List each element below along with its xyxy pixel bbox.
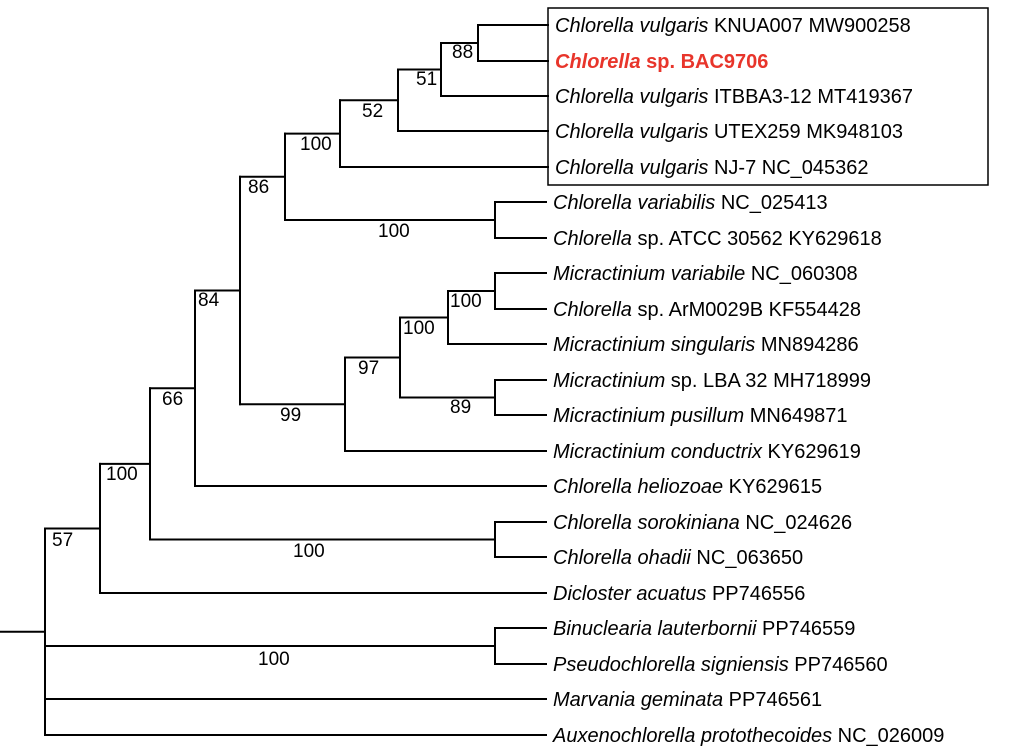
taxon-label: Chlorella heliozoae KY629615 (553, 476, 822, 498)
bootstrap-label: 100 (378, 221, 410, 242)
taxon-accession: MN894286 (755, 334, 858, 356)
taxon-name-italic: Marvania geminata (553, 689, 723, 711)
taxon-accession: PP746559 (756, 618, 855, 640)
taxon-accession: sp. ATCC 30562 KY629618 (632, 228, 882, 250)
taxon-name-italic: Micractinium (553, 370, 665, 392)
taxon-accession: KNUA007 MW900258 (708, 15, 910, 37)
taxon-accession: PP746561 (723, 689, 822, 711)
taxon-name-italic: Chlorella vulgaris (555, 157, 708, 179)
taxon-label: Chlorella sorokiniana NC_024626 (553, 512, 852, 534)
taxon-accession: ITBBA3-12 MT419367 (708, 86, 913, 108)
taxon-accession: PP746560 (789, 654, 888, 676)
taxon-label: Marvania geminata PP746561 (553, 689, 822, 711)
bootstrap-label: 88 (452, 42, 473, 63)
taxon-name-italic: Chlorella heliozoae (553, 476, 723, 498)
bootstrap-label: 100 (300, 134, 332, 155)
bootstrap-label: 57 (52, 530, 73, 551)
taxon-label: Pseudochlorella signiensis PP746560 (553, 654, 888, 676)
taxon-accession: PP746556 (706, 583, 805, 605)
taxon-name-italic: Micractinium singularis (553, 334, 755, 356)
bootstrap-label: 100 (258, 649, 290, 670)
taxon-name-italic: Micractinium conductrix (553, 441, 763, 463)
taxon-name-italic: Chlorella vulgaris (555, 121, 708, 143)
taxon-name-italic: Chlorella sorokiniana (553, 512, 740, 534)
bootstrap-label: 52 (362, 101, 383, 122)
bootstrap-label: 51 (416, 69, 437, 90)
bootstrap-label: 84 (198, 290, 220, 311)
taxon-name-italic: Pseudochlorella signiensis (553, 654, 789, 676)
taxon-accession: NC_025413 (715, 192, 827, 214)
bootstrap-label: 100 (106, 464, 138, 485)
bootstrap-label: 99 (280, 405, 301, 426)
taxon-accession: NC_024626 (740, 512, 852, 534)
taxon-accession: NJ-7 NC_045362 (708, 157, 868, 179)
bootstrap-label: 100 (293, 541, 325, 562)
taxon-name-italic: Binuclearia lauterbornii (553, 618, 757, 640)
taxon-name-italic: Micractinium variabile (553, 263, 745, 285)
taxon-name-italic: Chlorella ohadii (553, 547, 691, 569)
taxon-accession: UTEX259 MK948103 (708, 121, 903, 143)
taxon-label: Chlorella vulgaris KNUA007 MW900258 (555, 15, 911, 37)
taxon-label: Chlorella vulgaris ITBBA3-12 MT419367 (555, 86, 913, 108)
taxon-accession: sp. ArM0029B KF554428 (632, 299, 861, 321)
taxon-accession: KY629619 (762, 441, 861, 463)
bootstrap-label: 66 (162, 389, 183, 410)
taxon-name-italic: Chlorella (553, 228, 632, 250)
taxon-label: Dicloster acuatus PP746556 (553, 583, 805, 605)
taxon-label: Micractinium variabile NC_060308 (553, 263, 858, 285)
taxon-label: Chlorella variabilis NC_025413 (553, 192, 828, 214)
bootstrap-label: 97 (358, 358, 379, 379)
taxon-label: Micractinium pusillum MN649871 (553, 405, 848, 427)
taxon-name-italic: Dicloster acuatus (553, 583, 706, 605)
taxon-label: Micractinium singularis MN894286 (553, 334, 859, 356)
taxon-label: Binuclearia lauterbornii PP746559 (553, 618, 855, 640)
taxon-accession: NC_060308 (745, 263, 857, 285)
taxon-accession: NC_063650 (691, 547, 803, 569)
bootstrap-label: 100 (403, 318, 435, 339)
taxon-accession: MN649871 (744, 405, 847, 427)
taxon-name-italic: Chlorella (553, 299, 632, 321)
taxon-name-italic: Chlorella (555, 51, 641, 73)
taxon-accession: NC_026009 (832, 725, 944, 747)
taxon-label: Micractinium conductrix KY629619 (553, 441, 861, 463)
taxon-label: Chlorella sp. ATCC 30562 KY629618 (553, 228, 882, 250)
taxon-accession: sp. LBA 32 MH718999 (665, 370, 871, 392)
taxon-label: Chlorella sp. BAC9706 (555, 51, 768, 73)
taxon-accession: KY629615 (723, 476, 822, 498)
taxon-name-italic: Chlorella vulgaris (555, 86, 708, 108)
bootstrap-label: 89 (450, 397, 471, 418)
taxon-name-italic: Chlorella vulgaris (555, 15, 708, 37)
taxon-label: Auxenochlorella protothecoides NC_026009 (552, 725, 944, 747)
taxon-label: Chlorella vulgaris UTEX259 MK948103 (555, 121, 903, 143)
bootstrap-label: 86 (248, 177, 269, 198)
taxon-name-italic: Chlorella variabilis (553, 192, 715, 214)
taxon-label: Chlorella ohadii NC_063650 (553, 547, 803, 569)
taxon-name-italic: Auxenochlorella protothecoides (552, 725, 832, 747)
taxon-label: Chlorella vulgaris NJ-7 NC_045362 (555, 157, 869, 179)
taxon-name-italic: Micractinium pusillum (553, 405, 744, 427)
taxon-label: Micractinium sp. LBA 32 MH718999 (553, 370, 871, 392)
bootstrap-label: 100 (450, 291, 482, 312)
taxon-accession: sp. BAC9706 (641, 51, 769, 73)
taxon-label: Chlorella sp. ArM0029B KF554428 (553, 299, 861, 321)
